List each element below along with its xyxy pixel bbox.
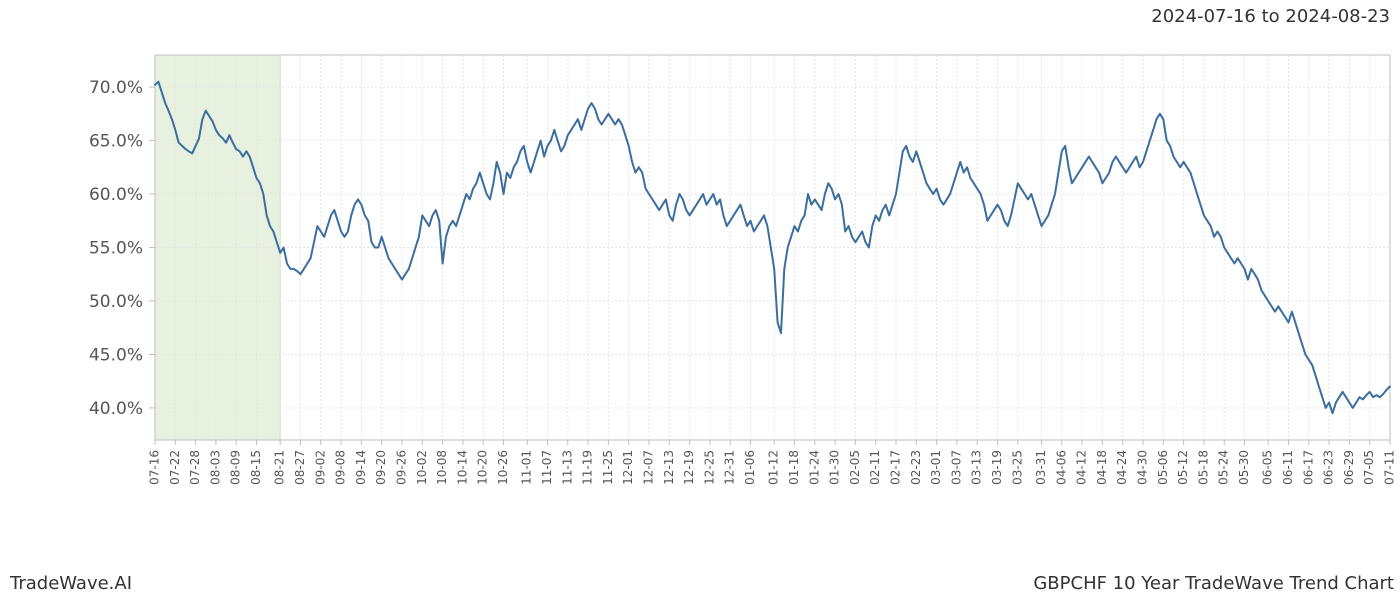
ytick-label: 60.0% bbox=[89, 185, 143, 205]
xtick-label: 06-05 bbox=[1261, 450, 1275, 485]
xtick-label: 09-26 bbox=[395, 450, 409, 485]
xtick-label: 11-07 bbox=[540, 450, 554, 485]
xtick-label: 07-05 bbox=[1362, 450, 1376, 485]
xtick-label: 03-13 bbox=[970, 450, 984, 485]
date-range-label: 2024-07-16 to 2024-08-23 bbox=[1151, 6, 1390, 27]
chart-title-label: GBPCHF 10 Year TradeWave Trend Chart bbox=[1033, 573, 1394, 594]
xtick-label: 01-24 bbox=[807, 450, 821, 485]
xtick-label: 10-08 bbox=[435, 450, 449, 485]
xtick-label: 01-18 bbox=[787, 450, 801, 485]
xtick-label: 12-31 bbox=[723, 450, 737, 485]
xtick-label: 08-15 bbox=[249, 450, 263, 485]
xtick-label: 11-19 bbox=[581, 450, 595, 485]
line-chart-svg: 40.0% 45.0% 50.0% 55.0% 60.0% 65.0% 70.0% 07-16… bbox=[0, 0, 1400, 600]
xtick-label: 03-01 bbox=[929, 450, 943, 485]
chart-title-text: GBPCHF 10 Year TradeWave Trend Chart bbox=[1033, 573, 1394, 594]
xtick-label: 02-23 bbox=[909, 450, 923, 485]
xtick-label: 11-13 bbox=[560, 450, 574, 485]
xtick-label: 12-25 bbox=[702, 450, 716, 485]
xtick-label: 04-24 bbox=[1115, 450, 1129, 485]
xtick-label: 11-01 bbox=[520, 450, 534, 485]
ytick-label: 55.0% bbox=[89, 239, 143, 259]
xtick-label: 03-07 bbox=[949, 450, 963, 485]
date-range-text: 2024-07-16 to 2024-08-23 bbox=[1151, 6, 1390, 27]
xtick-label: 09-02 bbox=[313, 450, 327, 485]
xtick-label: 04-12 bbox=[1075, 450, 1089, 485]
xtick-label: 11-25 bbox=[601, 450, 615, 485]
xtick-label: 10-26 bbox=[496, 450, 510, 485]
xtick-label: 09-08 bbox=[334, 450, 348, 485]
xtick-label: 02-05 bbox=[848, 450, 862, 485]
xtick-label: 06-23 bbox=[1322, 450, 1336, 485]
xtick-label: 12-07 bbox=[642, 450, 656, 485]
ytick-label: 50.0% bbox=[89, 292, 143, 312]
ytick-label: 40.0% bbox=[89, 399, 143, 419]
xtick-label: 09-20 bbox=[374, 450, 388, 485]
xtick-label: 02-17 bbox=[889, 450, 903, 485]
xtick-label: 08-09 bbox=[229, 450, 243, 485]
xtick-label: 04-30 bbox=[1136, 450, 1150, 485]
xtick-label: 08-03 bbox=[208, 450, 222, 485]
brand-text: TradeWave.AI bbox=[10, 573, 132, 594]
ytick-label: 65.0% bbox=[89, 132, 143, 152]
xtick-label: 04-18 bbox=[1095, 450, 1109, 485]
xtick-label: 12-19 bbox=[682, 450, 696, 485]
xtick-label: 06-29 bbox=[1342, 450, 1356, 485]
xtick-label: 01-30 bbox=[828, 450, 842, 485]
chart-container: 2024-07-16 to 2024-08-23 40.0% 45.0% 50.0%… bbox=[0, 0, 1400, 600]
xtick-label: 04-06 bbox=[1054, 450, 1068, 485]
xtick-label: 10-14 bbox=[455, 450, 469, 485]
xtick-label: 02-11 bbox=[868, 450, 882, 485]
xtick-label: 05-12 bbox=[1176, 450, 1190, 485]
xtick-label: 01-06 bbox=[743, 450, 757, 485]
xtick-label: 07-28 bbox=[188, 450, 202, 485]
brand-label: TradeWave.AI bbox=[10, 573, 132, 594]
xtick-label: 12-13 bbox=[662, 450, 676, 485]
highlight-band bbox=[155, 55, 280, 440]
xtick-label: 08-27 bbox=[293, 450, 307, 485]
xtick-label: 06-11 bbox=[1281, 450, 1295, 485]
xtick-label: 03-19 bbox=[990, 450, 1004, 485]
xtick-label: 05-30 bbox=[1237, 450, 1251, 485]
xtick-label: 03-31 bbox=[1034, 450, 1048, 485]
xtick-label: 10-20 bbox=[476, 450, 490, 485]
xtick-label: 06-17 bbox=[1301, 450, 1315, 485]
xtick-label: 07-22 bbox=[168, 450, 182, 485]
ytick-label: 45.0% bbox=[89, 345, 143, 365]
xtick-label: 07-11 bbox=[1383, 450, 1397, 485]
xtick-label: 09-14 bbox=[354, 450, 368, 485]
xtick-label: 10-02 bbox=[415, 450, 429, 485]
xtick-label: 05-06 bbox=[1156, 450, 1170, 485]
xtick-label: 03-25 bbox=[1010, 450, 1024, 485]
xtick-label: 05-18 bbox=[1196, 450, 1210, 485]
ytick-label: 70.0% bbox=[89, 78, 143, 98]
xtick-label: 05-24 bbox=[1217, 450, 1231, 485]
xtick-label: 08-21 bbox=[273, 450, 287, 485]
xtick-label: 07-16 bbox=[148, 450, 162, 485]
xtick-label: 01-12 bbox=[767, 450, 781, 485]
xtick-label: 12-01 bbox=[621, 450, 635, 485]
